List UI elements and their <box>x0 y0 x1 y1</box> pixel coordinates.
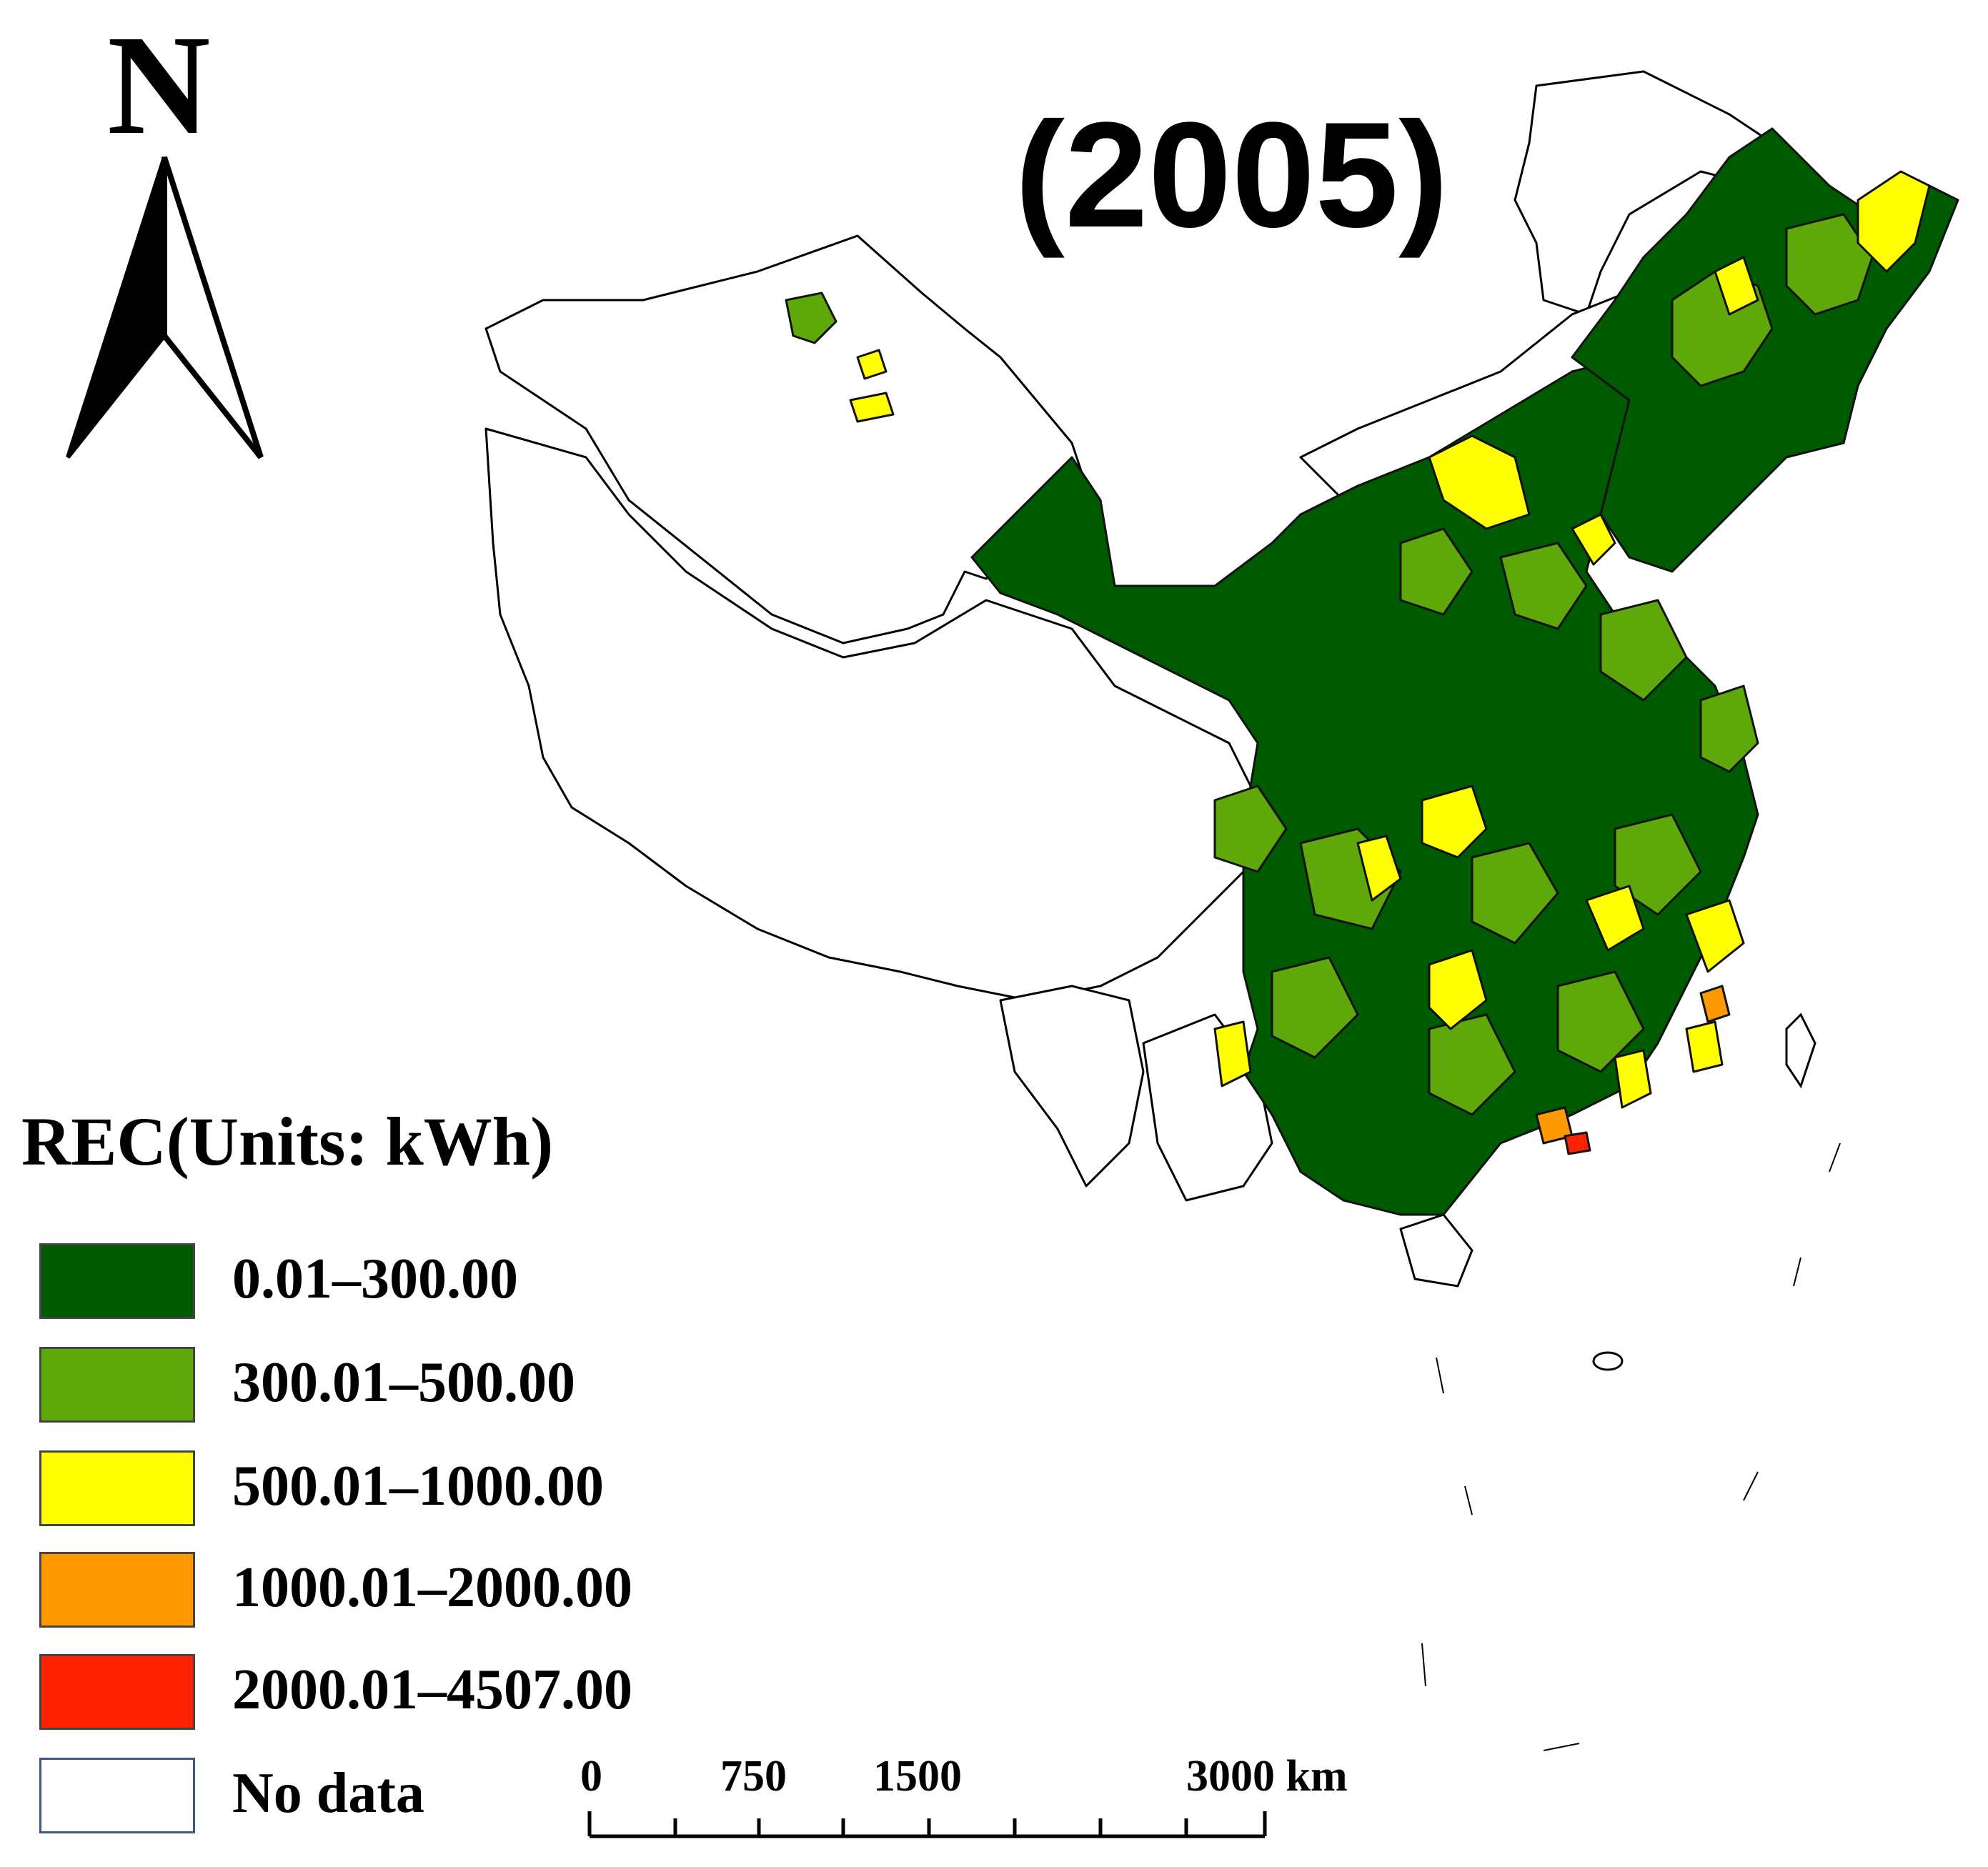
region-300-500 <box>1499 542 1588 630</box>
map-title: (2005) <box>1015 91 1449 259</box>
region-outline <box>999 985 1145 1188</box>
north-label: N <box>107 6 211 164</box>
region-300-500 <box>1614 813 1702 916</box>
boundary-line <box>1829 1142 1841 1173</box>
island-outline <box>1592 1351 1624 1371</box>
scale-label: 0 <box>580 1752 602 1801</box>
region-outline <box>484 234 1088 644</box>
region-outline <box>484 427 1259 1002</box>
region-2000-4507 <box>1564 1131 1591 1155</box>
boundary-line <box>1421 1643 1426 1687</box>
sea-boundary-lines <box>1421 1142 1841 1751</box>
region-500-1000 <box>1213 1020 1252 1087</box>
region-300-500 <box>1599 599 1688 702</box>
region-300-500 <box>1271 956 1359 1059</box>
region-500-1000 <box>1685 899 1745 973</box>
legend-swatch <box>39 1758 195 1833</box>
region-300-500 <box>1213 785 1288 873</box>
region-300-500 <box>1399 527 1473 616</box>
region-300-500 <box>785 292 838 344</box>
boundary-line <box>1793 1257 1801 1287</box>
scale-label: 750 <box>720 1752 787 1801</box>
legend-swatch <box>39 1243 195 1319</box>
boundary-line <box>1743 1471 1759 1501</box>
region-300-500 <box>1785 213 1874 316</box>
region-500-1000 <box>1857 170 1931 273</box>
legend-swatch <box>39 1552 195 1628</box>
region-500-1000 <box>1571 513 1616 566</box>
boundary-line <box>1436 1357 1444 1394</box>
region-outline <box>1399 1213 1473 1288</box>
region-500-1000 <box>1614 1049 1652 1109</box>
scale-label: 1500 <box>873 1752 962 1801</box>
legend-label: 1000.01–2000.00 <box>232 1556 632 1619</box>
legend-label: 2000.01–4507.00 <box>232 1658 632 1721</box>
region-500-1000 <box>1421 785 1488 859</box>
scale-bar <box>587 1811 1267 1838</box>
region-300-500 <box>1699 684 1759 773</box>
legend-label: No data <box>232 1762 424 1825</box>
region-500-1000 <box>1585 885 1645 952</box>
legend-label: 300.01–500.00 <box>232 1351 575 1414</box>
region-500-1000 <box>1685 1020 1724 1073</box>
boundary-line <box>1543 1743 1580 1751</box>
legend-swatch <box>39 1450 195 1526</box>
region-500-1000 <box>1428 949 1488 1030</box>
region-300-500 <box>1428 1013 1516 1116</box>
eastern-data-regions <box>785 127 1959 1216</box>
region-500-1000 <box>1356 835 1402 902</box>
legend-swatch <box>39 1347 195 1423</box>
region-outline <box>1514 70 1774 316</box>
legend-swatch <box>39 1654 195 1730</box>
region-300-500 <box>1471 842 1559 945</box>
region-500-1000 <box>849 392 895 423</box>
legend-label: 0.01–300.00 <box>232 1248 518 1310</box>
legend-label: 500.01–1000.00 <box>232 1455 604 1518</box>
islands <box>1592 1012 1816 1371</box>
north-arrow-icon <box>66 156 264 459</box>
region-1000-2000 <box>1699 985 1731 1023</box>
region-300-500 <box>1556 970 1645 1073</box>
scale-label: 3000 km <box>1186 1752 1348 1801</box>
island-outline <box>1785 1012 1816 1089</box>
region-500-1000 <box>1428 434 1531 530</box>
legend-title: REC(Units: kWh) <box>21 1103 554 1180</box>
boundary-line <box>1464 1485 1473 1515</box>
region-500-1000 <box>856 349 888 380</box>
region-500-1000 <box>1714 256 1759 316</box>
